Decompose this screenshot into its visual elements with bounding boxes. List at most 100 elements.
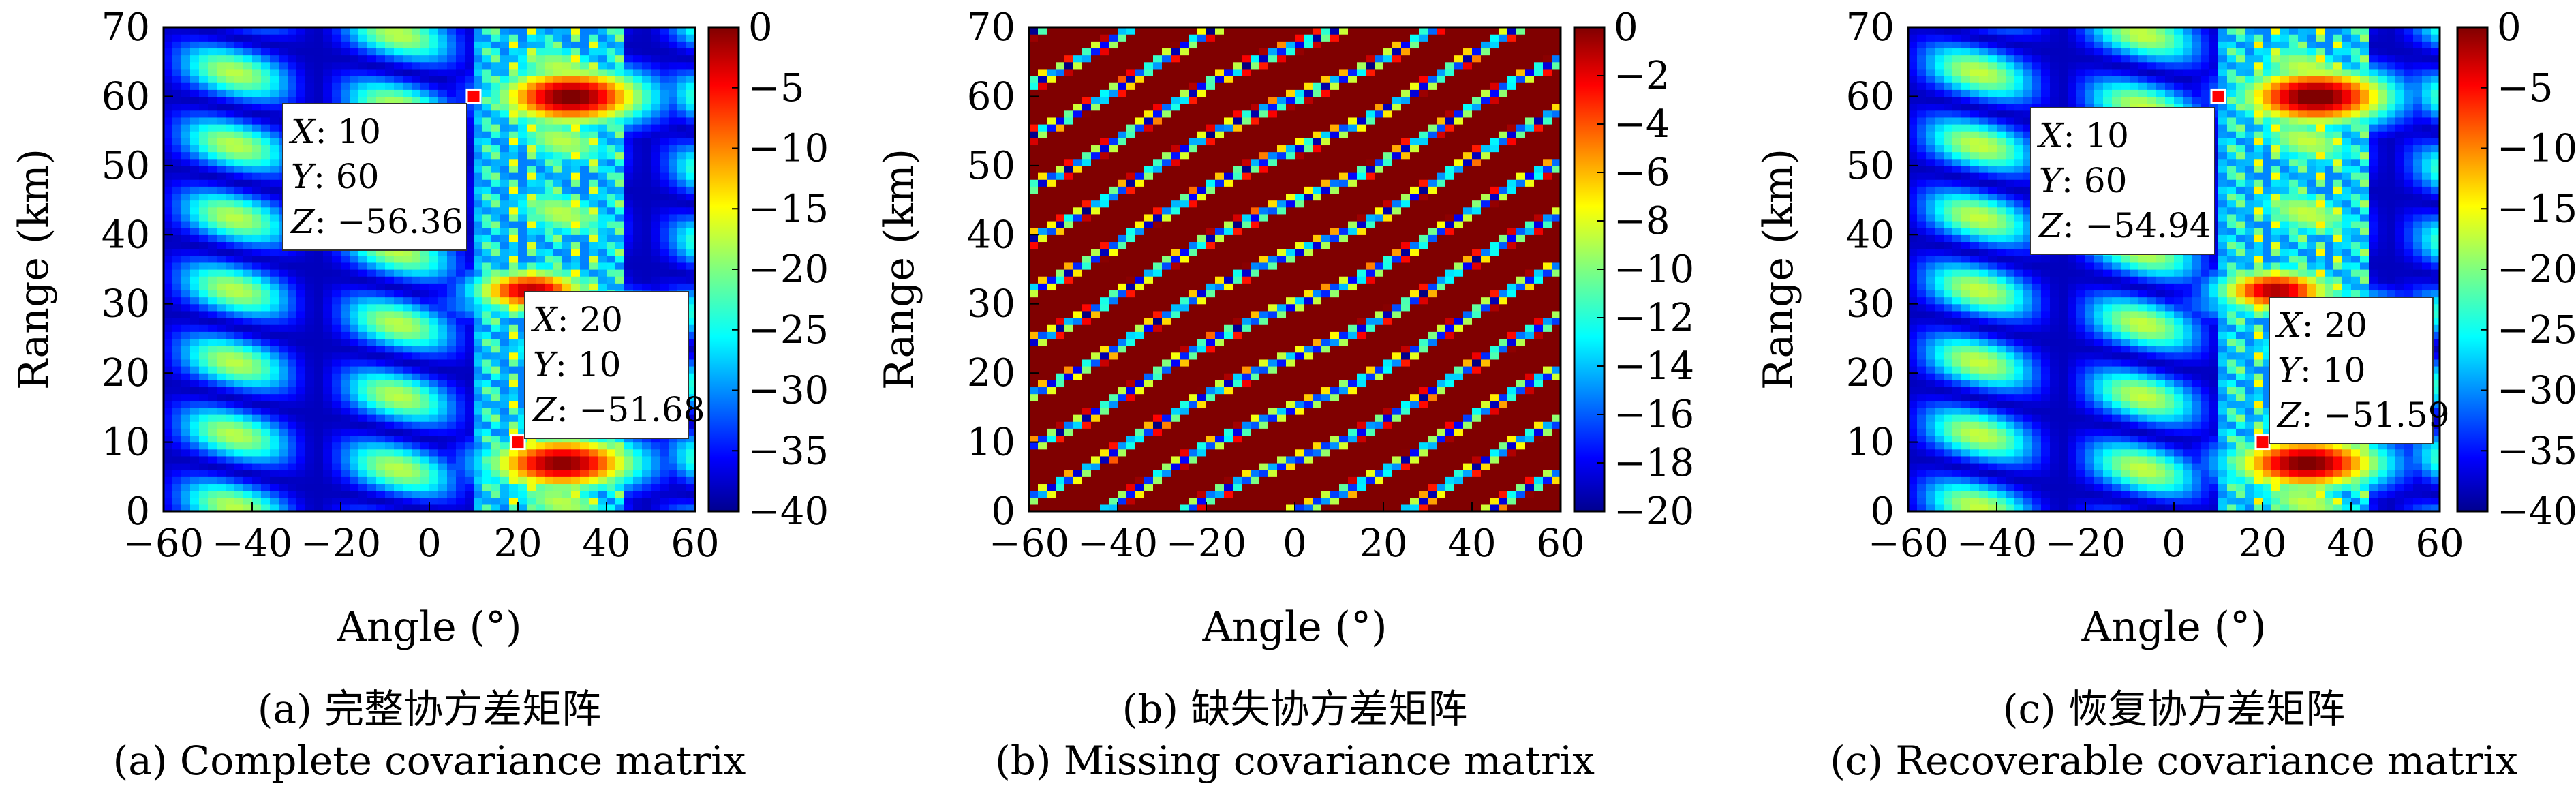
heatmap-cell xyxy=(669,69,678,76)
heatmap-cell xyxy=(429,359,439,367)
heatmap-cell xyxy=(358,394,368,401)
heatmap-cell xyxy=(633,228,643,235)
heatmap-cell xyxy=(1064,186,1074,194)
heatmap-cell xyxy=(252,186,262,194)
heatmap-cell xyxy=(1038,69,1047,76)
heatmap-cell xyxy=(270,76,279,83)
heatmap-cell xyxy=(518,172,527,180)
heatmap-cell xyxy=(518,228,527,235)
heatmap-cell xyxy=(615,110,625,118)
heatmap-cell xyxy=(669,193,678,200)
datatip-y-value: Y: 60 xyxy=(291,157,379,196)
heatmap-cell xyxy=(491,62,501,70)
heatmap-cell xyxy=(642,262,651,270)
heatmap-cell xyxy=(1056,200,1065,208)
heatmap-cell xyxy=(208,428,217,436)
heatmap-cell xyxy=(279,428,288,436)
heatmap-cell xyxy=(660,172,669,180)
heatmap-cell xyxy=(677,152,687,160)
heatmap-cell xyxy=(234,435,244,442)
heatmap-cell xyxy=(314,269,324,277)
heatmap-cell xyxy=(580,172,589,180)
heatmap-cell xyxy=(217,428,226,436)
heatmap-cell xyxy=(589,491,598,498)
heatmap-cell xyxy=(1118,324,1127,332)
heatmap-cell xyxy=(1064,491,1074,498)
heatmap-cell xyxy=(1091,55,1101,63)
heatmap-cell xyxy=(358,366,368,374)
heatmap-cell xyxy=(279,352,288,360)
heatmap-cell xyxy=(1056,276,1065,284)
heatmap-cell xyxy=(350,48,359,55)
heatmap-cell xyxy=(243,428,253,436)
heatmap-cell xyxy=(1100,256,1109,263)
heatmap-cell xyxy=(394,338,403,346)
heatmap-cell xyxy=(509,338,519,346)
heatmap-cell xyxy=(1038,117,1047,125)
heatmap-cell xyxy=(412,82,421,90)
heatmap-cell xyxy=(252,290,262,297)
heatmap-cell xyxy=(474,359,483,367)
heatmap-cell xyxy=(385,346,395,353)
heatmap-cell xyxy=(518,256,527,263)
heatmap-cell xyxy=(642,241,651,249)
heatmap-cell xyxy=(199,401,209,408)
heatmap-cell xyxy=(553,221,563,228)
heatmap-cell xyxy=(677,104,687,111)
heatmap-cell xyxy=(385,428,395,436)
heatmap-cell xyxy=(615,276,625,284)
heatmap-cell xyxy=(518,214,527,222)
heatmap-cell xyxy=(234,352,244,360)
heatmap-cell xyxy=(243,456,253,464)
heatmap-cell xyxy=(252,89,262,97)
heatmap-cell xyxy=(270,104,279,111)
heatmap-cell xyxy=(1038,241,1047,249)
heatmap-cell xyxy=(323,297,333,305)
heatmap-cell xyxy=(367,373,377,380)
heatmap-cell xyxy=(385,262,395,270)
heatmap-cell xyxy=(677,276,687,284)
heatmap-cell xyxy=(394,408,403,415)
heatmap-cell xyxy=(562,262,572,270)
heatmap-cell xyxy=(164,200,173,208)
heatmap-cell xyxy=(279,262,288,270)
heatmap-cell xyxy=(234,318,244,325)
heatmap-cell xyxy=(376,41,386,48)
heatmap-cell xyxy=(598,234,607,242)
heatmap-cell xyxy=(482,401,492,408)
heatmap-cell xyxy=(270,172,279,180)
heatmap-cell xyxy=(172,408,182,415)
heatmap-cell xyxy=(1073,152,1083,160)
heatmap-cell xyxy=(181,117,191,125)
heatmap-cell xyxy=(607,41,616,48)
heatmap-cell xyxy=(164,483,173,491)
heatmap-cell xyxy=(571,456,581,464)
heatmap-cell xyxy=(598,48,607,55)
heatmap-cell xyxy=(314,318,324,325)
heatmap-cell xyxy=(358,96,368,104)
heatmap-cell xyxy=(190,69,200,76)
heatmap-cell xyxy=(615,241,625,249)
heatmap-cell xyxy=(367,34,377,42)
heatmap-cell xyxy=(438,297,448,305)
heatmap-cell xyxy=(456,324,465,332)
heatmap-cell xyxy=(491,104,501,111)
heatmap-cell xyxy=(429,276,439,284)
heatmap-cell xyxy=(208,145,217,152)
heatmap-cell xyxy=(589,269,598,277)
heatmap-cell xyxy=(412,304,421,312)
heatmap-cell xyxy=(642,200,651,208)
heatmap-cell xyxy=(234,283,244,290)
heatmap-cell xyxy=(217,76,226,83)
heatmap-cell xyxy=(190,476,200,484)
heatmap-cell xyxy=(1047,324,1056,332)
heatmap-cell xyxy=(172,152,182,160)
heatmap-cell xyxy=(1029,352,1039,360)
heatmap-cell xyxy=(1047,338,1056,346)
heatmap-cell xyxy=(394,82,403,90)
heatmap-cell xyxy=(394,62,403,70)
heatmap-cell xyxy=(296,324,306,332)
heatmap-cell xyxy=(261,62,271,70)
heatmap-cell xyxy=(527,96,536,104)
heatmap-cell xyxy=(1073,179,1083,187)
